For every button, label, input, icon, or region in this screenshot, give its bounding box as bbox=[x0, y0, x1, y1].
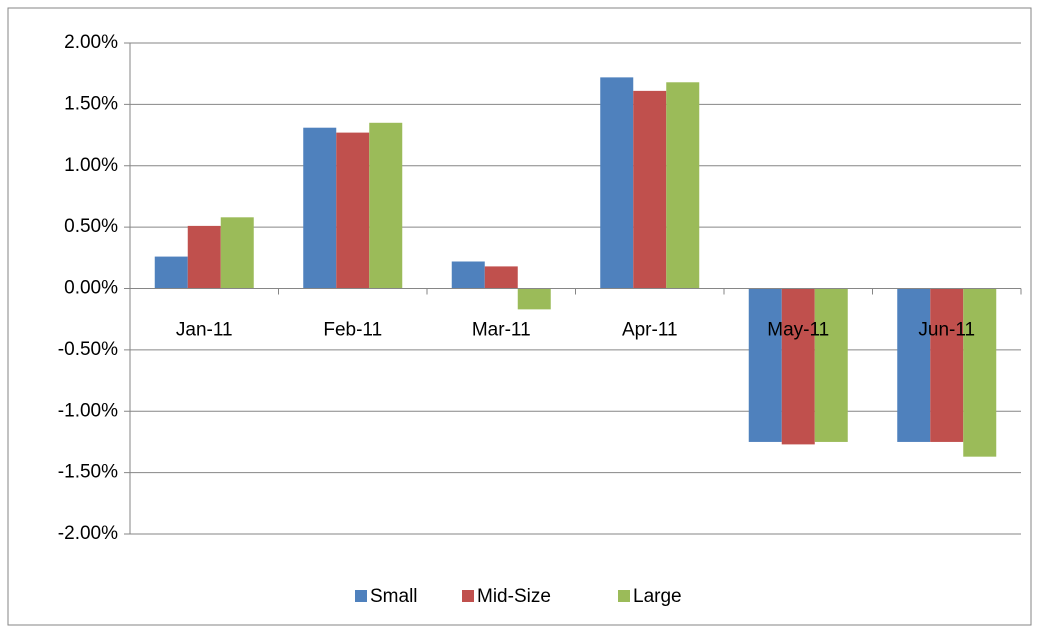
legend-swatch bbox=[355, 590, 367, 602]
y-tick-label: 1.00% bbox=[64, 155, 118, 176]
y-tick-label: -2.00% bbox=[58, 523, 118, 544]
bar bbox=[897, 288, 931, 442]
bar bbox=[748, 288, 782, 442]
chart-border bbox=[7, 7, 1032, 626]
bar bbox=[336, 132, 370, 289]
bar bbox=[930, 288, 964, 442]
bar bbox=[781, 288, 815, 445]
bar bbox=[154, 256, 188, 289]
x-tick-label: May-11 bbox=[767, 320, 829, 341]
legend-swatch bbox=[618, 590, 630, 602]
bar bbox=[369, 122, 403, 289]
bar bbox=[187, 225, 221, 289]
legend-label: Mid-Size bbox=[477, 586, 551, 607]
y-tick-label: 2.00% bbox=[64, 32, 118, 53]
x-tick-label: Mar-11 bbox=[472, 320, 531, 341]
y-tick-label: -1.50% bbox=[58, 462, 118, 483]
legend-label: Large bbox=[633, 586, 682, 607]
y-tick-label: -0.50% bbox=[58, 339, 118, 360]
legend-label: Small bbox=[370, 586, 418, 607]
bar bbox=[451, 261, 485, 289]
bar bbox=[600, 77, 634, 289]
y-tick-label: 0.50% bbox=[64, 216, 118, 237]
x-tick-label: Feb-11 bbox=[323, 320, 382, 341]
x-tick-label: Apr-11 bbox=[622, 320, 678, 341]
y-tick-label: 0.00% bbox=[64, 278, 118, 299]
y-tick-label: 1.50% bbox=[64, 93, 118, 114]
bar bbox=[484, 266, 518, 289]
x-tick-label: Jan-11 bbox=[176, 320, 233, 341]
bar bbox=[814, 288, 848, 442]
bar bbox=[666, 82, 700, 289]
bar bbox=[963, 288, 997, 457]
x-tick-label: Jun-11 bbox=[918, 320, 975, 341]
bar bbox=[220, 217, 254, 289]
bar bbox=[517, 288, 551, 310]
bar bbox=[633, 90, 667, 289]
bar bbox=[303, 127, 337, 289]
legend-swatch bbox=[462, 590, 474, 602]
y-tick-label: -1.00% bbox=[58, 400, 118, 421]
